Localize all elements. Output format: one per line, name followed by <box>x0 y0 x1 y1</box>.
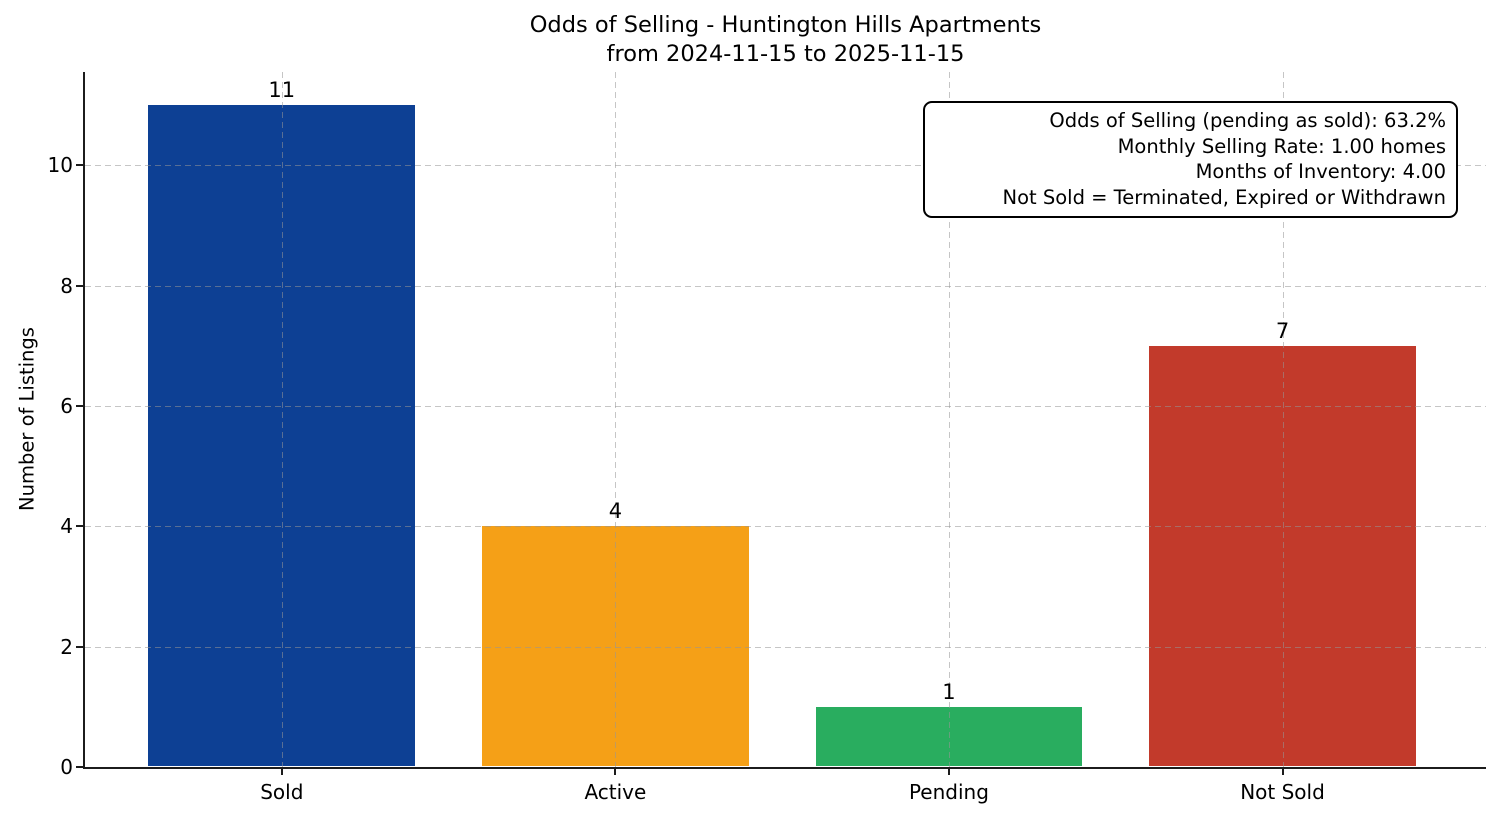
bar-value-label-pending: 1 <box>942 679 956 704</box>
bar-value-label-sold: 11 <box>268 78 296 103</box>
x-tick-label-pending: Pending <box>908 780 989 804</box>
bar-active <box>481 526 749 766</box>
chart-title: Odds of Selling - Huntington Hills Apart… <box>529 12 1042 38</box>
x-gridline <box>948 72 950 767</box>
x-tick-label-not-sold: Not Sold <box>1240 780 1325 804</box>
chart-title-block: Odds of Selling - Huntington Hills Apart… <box>85 11 1486 69</box>
x-tick-label-sold: Sold <box>260 780 304 804</box>
stats-box: Odds of Selling (pending as sold): 63.2%… <box>923 101 1458 218</box>
y-gridline <box>85 285 1486 287</box>
bar-value-label-active: 4 <box>608 499 623 524</box>
bar-not-sold <box>1149 345 1416 766</box>
x-gridline <box>281 72 283 767</box>
y-gridline <box>85 165 1486 167</box>
y-tick-mark <box>76 404 84 407</box>
x-tick-mark <box>614 767 617 775</box>
x-tick-mark <box>947 767 950 775</box>
y-tick-label: 4 <box>60 514 73 539</box>
y-tick-label: 10 <box>47 153 73 178</box>
y-tick-label: 0 <box>60 755 73 779</box>
y-tick-mark <box>76 645 84 648</box>
x-gridline <box>615 72 617 767</box>
y-tick-label: 2 <box>60 634 73 659</box>
y-axis-label: Number of Listings <box>15 327 39 511</box>
x-tick-label-active: Active <box>584 780 647 804</box>
y-tick-mark <box>76 766 84 768</box>
bar-value-label-not-sold: 7 <box>1275 318 1290 343</box>
y-tick-mark <box>76 284 84 287</box>
chart-subtitle: from 2024-11-15 to 2025-11-15 <box>606 41 965 67</box>
stats-line-monthly-rate: Monthly Selling Rate: 1.00 homes <box>1117 134 1446 158</box>
stats-line-inventory: Months of Inventory: 4.00 <box>1195 160 1446 183</box>
x-gridline <box>1282 72 1284 767</box>
stats-line-not-sold-def: Not Sold = Terminated, Expired or Withdr… <box>1002 185 1446 209</box>
stats-line-odds: Odds of Selling (pending as sold): 63.2% <box>1049 109 1446 132</box>
x-axis-spine <box>83 767 1486 769</box>
y-gridline <box>85 526 1486 528</box>
plot-area: 0 2 4 6 8 10 11 Sold 4 Active 1 Pending 7 Not Sold <box>48 72 1486 804</box>
y-gridline <box>85 405 1486 407</box>
y-tick-label: 8 <box>60 273 73 298</box>
y-tick-mark <box>76 525 84 528</box>
y-gridline <box>85 646 1486 648</box>
y-tick-mark <box>76 164 84 167</box>
x-tick-mark <box>280 767 283 775</box>
y-axis-spine <box>83 72 85 769</box>
y-tick-label: 6 <box>60 393 73 418</box>
x-tick-mark <box>1281 767 1284 775</box>
